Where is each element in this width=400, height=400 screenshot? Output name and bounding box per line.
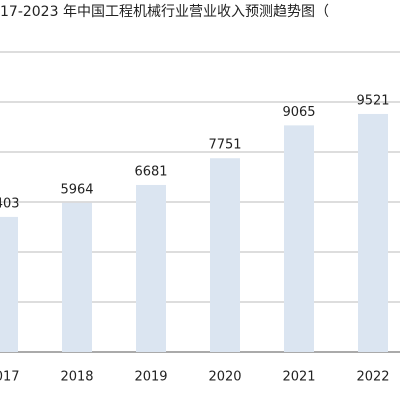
x-tick-label: 2017 bbox=[0, 370, 20, 385]
data-label: 5403 bbox=[0, 196, 20, 211]
x-tick-label: 2019 bbox=[134, 370, 167, 385]
chart-title: 17-2023 年中国工程机械行业营业收入预测趋势图（ bbox=[0, 4, 329, 20]
x-tick-label: 2020 bbox=[208, 370, 241, 385]
data-label: 7751 bbox=[208, 138, 241, 153]
bar bbox=[284, 125, 314, 352]
data-label: 9065 bbox=[282, 105, 315, 120]
data-label: 5964 bbox=[60, 182, 93, 197]
data-label: 9521 bbox=[356, 93, 389, 108]
bar bbox=[210, 158, 240, 352]
bar bbox=[0, 216, 18, 352]
bar bbox=[136, 184, 166, 352]
x-tick-label: 2022 bbox=[356, 370, 389, 385]
x-tick-label: 2021 bbox=[282, 370, 315, 385]
bar bbox=[62, 202, 92, 352]
x-tick-label: 2018 bbox=[60, 370, 93, 385]
data-label: 6681 bbox=[134, 164, 167, 179]
bar bbox=[358, 113, 388, 352]
